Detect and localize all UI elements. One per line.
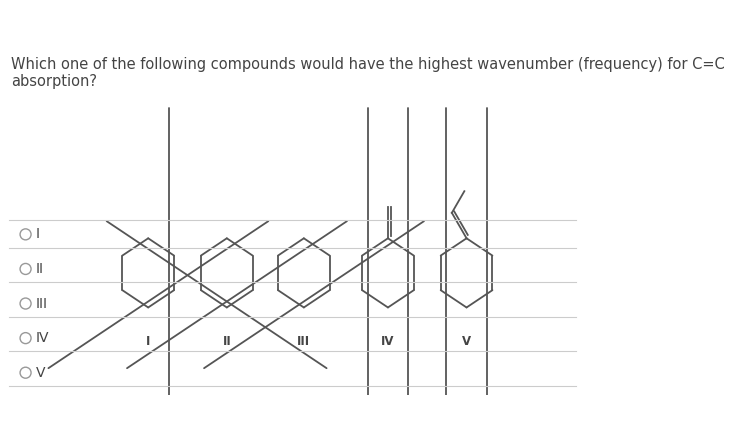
Text: I: I — [146, 335, 150, 348]
Text: IV: IV — [36, 331, 49, 345]
Text: III: III — [36, 297, 48, 311]
Text: IV: IV — [381, 335, 395, 348]
Text: V: V — [36, 366, 45, 380]
Text: II: II — [36, 262, 43, 276]
Text: I: I — [36, 227, 40, 241]
Text: II: II — [223, 335, 231, 348]
Text: V: V — [462, 335, 471, 348]
Text: Which one of the following compounds would have the highest wavenumber (frequenc: Which one of the following compounds wou… — [10, 57, 724, 89]
Text: III: III — [297, 335, 310, 348]
